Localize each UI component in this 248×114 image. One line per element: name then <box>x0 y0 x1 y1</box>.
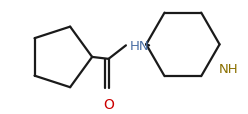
Text: HN: HN <box>130 39 149 52</box>
Text: O: O <box>103 98 114 111</box>
Text: NH: NH <box>218 62 238 75</box>
